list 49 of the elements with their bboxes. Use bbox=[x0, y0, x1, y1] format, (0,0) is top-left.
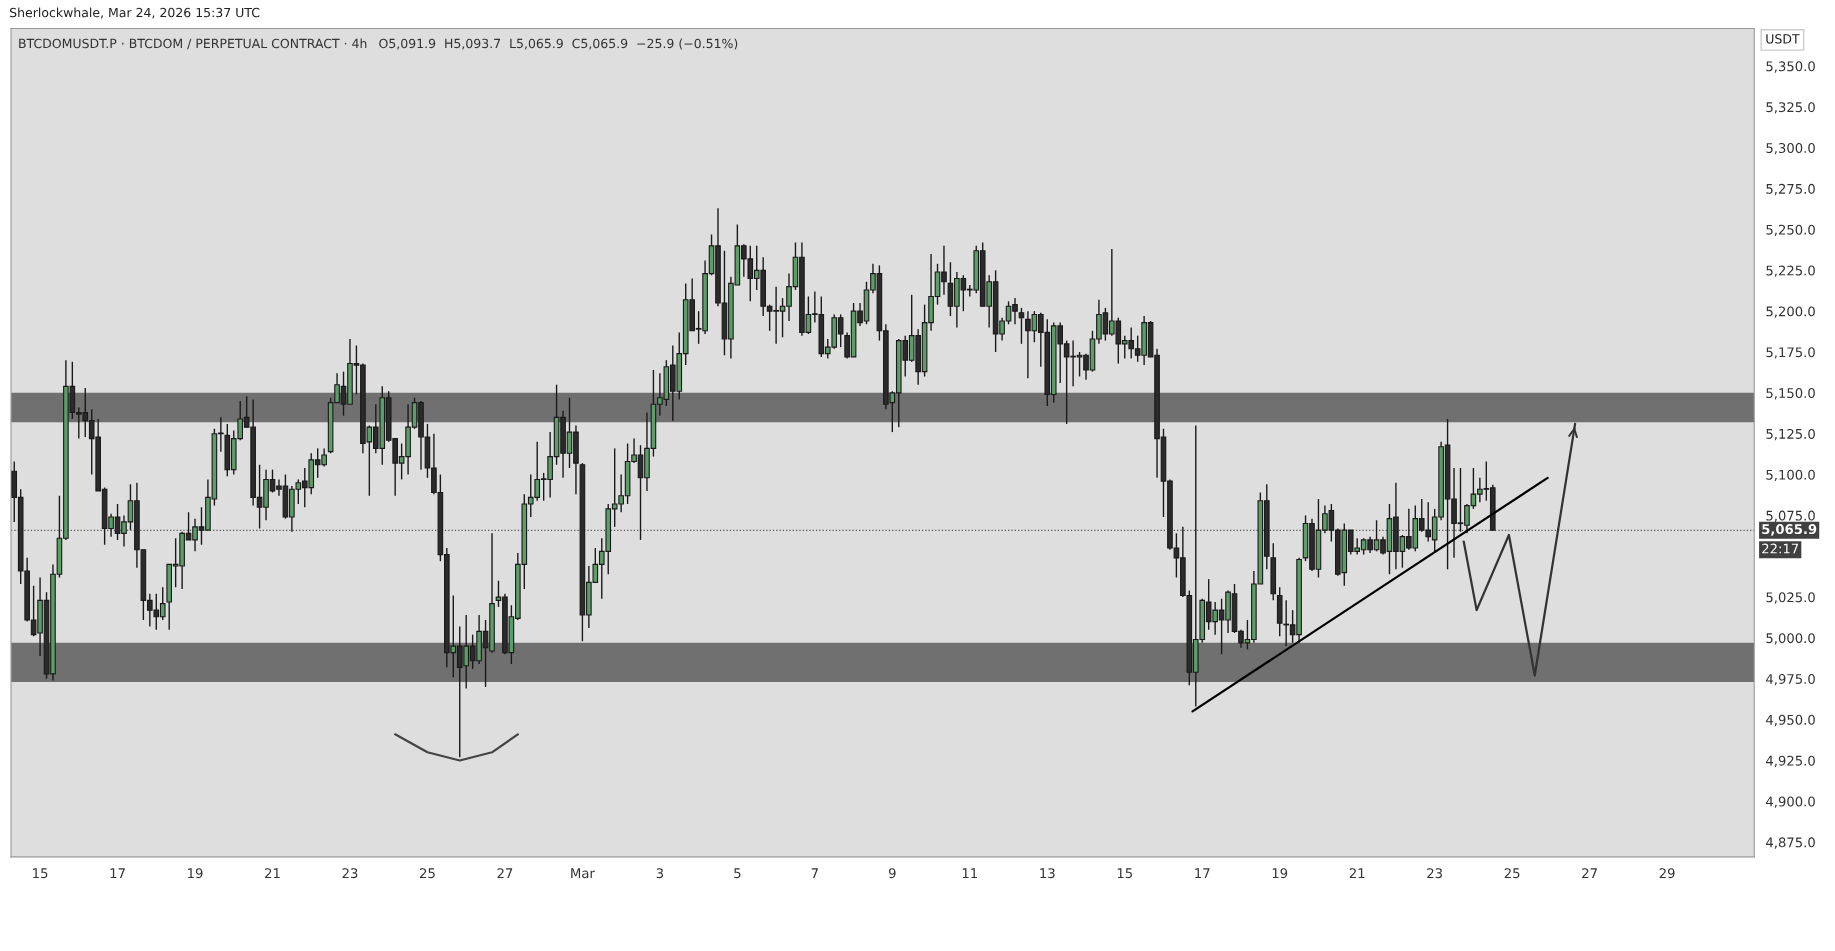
x-tick-label: 19 bbox=[188, 868, 203, 879]
x-tick-label: 17 bbox=[110, 868, 125, 878]
x-tick-label: 23 bbox=[342, 868, 358, 879]
x-tick-label: 27 bbox=[497, 868, 513, 878]
y-tick-label: 5,075.0 bbox=[1766, 510, 1815, 522]
x-tick-label: 21 bbox=[1349, 868, 1365, 878]
y-tick-label: 4,950.0 bbox=[1766, 714, 1815, 727]
y-tick-label: 5,300.0 bbox=[1766, 143, 1815, 155]
y-tick-label: 4,875.0 bbox=[1766, 837, 1815, 849]
y-tick-label: 5,200.0 bbox=[1766, 306, 1815, 318]
text: Sherlockwhale, Mar 24, 2026 15:37 UTC bbox=[10, 7, 260, 19]
y-tick-label: 4,900.0 bbox=[1766, 796, 1815, 808]
candlestick bbox=[1018, 307, 1025, 345]
x-tick-label: 23 bbox=[1427, 868, 1442, 879]
x-tick-label: 9 bbox=[888, 868, 896, 879]
y-tick-label: 5,250.0 bbox=[1766, 224, 1815, 237]
x-tick-label: 29 bbox=[1659, 868, 1675, 879]
y-tick-label: 5,175.0 bbox=[1766, 347, 1815, 359]
y-tick-label: 5,150.0 bbox=[1766, 388, 1815, 400]
y-tick-label: 5,125.0 bbox=[1766, 428, 1815, 441]
x-tick-label: 7 bbox=[811, 868, 818, 878]
x-tick-label: 3 bbox=[656, 868, 664, 879]
x-tick-label: 27 bbox=[1582, 868, 1597, 878]
y-tick-label: 4,925.0 bbox=[1766, 755, 1815, 768]
x-tick-label: 11 bbox=[962, 868, 977, 878]
x-tick-label: Mar bbox=[571, 868, 595, 879]
x-tick-label: 21 bbox=[265, 868, 280, 878]
x-tick-label: 25 bbox=[1504, 868, 1520, 879]
text: O5,091.9 H5,093.7 L5,065.9 C5,065.9 −25.9 (−0.51%) bbox=[379, 38, 738, 50]
text: 22:17 bbox=[1762, 543, 1799, 554]
text: BTCDOMUSDT.P · BTCDOM / PERPETUAL CONTRACT · 4h bbox=[19, 38, 367, 50]
x-tick-label: 5 bbox=[734, 868, 741, 879]
y-tick-label: 5,225.0 bbox=[1766, 265, 1815, 277]
x-tick-label: 17 bbox=[1195, 868, 1210, 878]
ref-line-label: 5,065.9 bbox=[1762, 524, 1817, 536]
y-tick-label: 5,100.0 bbox=[1766, 469, 1815, 482]
line-series bbox=[1462, 422, 1577, 677]
x-tick-label: 25 bbox=[420, 868, 435, 879]
y-tick-label: 4,975.0 bbox=[1766, 673, 1815, 686]
x-tick-label: 15 bbox=[33, 868, 48, 879]
y-tick-label: 5,025.0 bbox=[1766, 592, 1815, 604]
y-tick-label: 5,275.0 bbox=[1766, 183, 1815, 196]
y-tick-label: 5,000.0 bbox=[1766, 633, 1815, 645]
x-tick-label: 13 bbox=[1040, 868, 1055, 879]
y-tick-label: 5,350.0 bbox=[1766, 61, 1815, 73]
y-tick-label: 5,325.0 bbox=[1766, 102, 1815, 114]
text: USDT bbox=[1766, 34, 1800, 44]
x-tick-label: 15 bbox=[1117, 868, 1132, 879]
x-tick-label: 19 bbox=[1272, 868, 1288, 879]
